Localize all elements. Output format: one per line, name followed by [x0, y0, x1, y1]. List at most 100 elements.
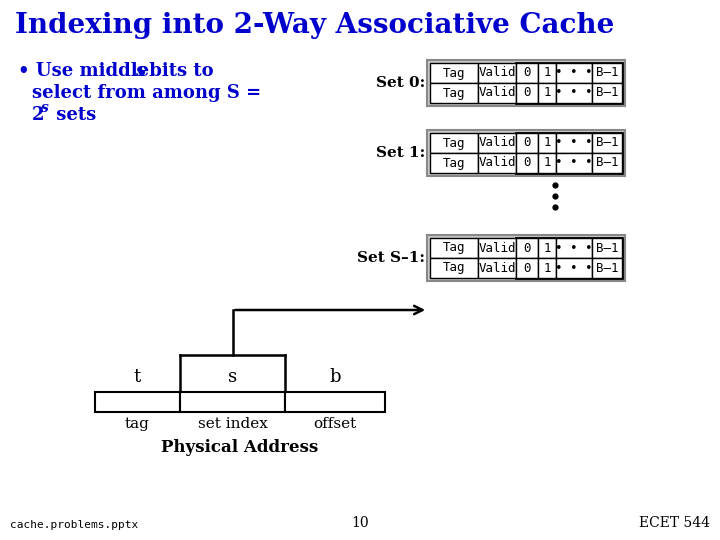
Text: B–1: B–1 — [595, 241, 618, 254]
Text: 0: 0 — [523, 157, 531, 170]
Bar — [427, 130, 625, 176]
Text: 0: 0 — [523, 66, 531, 79]
Text: Tag: Tag — [443, 66, 465, 79]
Text: t: t — [134, 368, 141, 386]
Bar — [556, 133, 592, 153]
Bar — [516, 133, 622, 173]
Text: Valid: Valid — [478, 66, 516, 79]
Bar — [538, 133, 556, 153]
Text: B–1: B–1 — [595, 66, 618, 79]
Bar — [478, 83, 516, 103]
Bar — [592, 133, 622, 153]
Text: 0: 0 — [523, 137, 531, 150]
Bar — [516, 258, 538, 278]
Bar — [516, 238, 622, 278]
Text: Valid: Valid — [478, 261, 516, 274]
Text: • • •: • • • — [555, 157, 593, 170]
Bar — [478, 63, 516, 83]
Text: tag: tag — [125, 417, 150, 431]
Text: • • •: • • • — [555, 137, 593, 150]
Text: Indexing into 2-Way Associative Cache: Indexing into 2-Way Associative Cache — [15, 12, 614, 39]
Text: 2: 2 — [32, 106, 45, 124]
Bar — [478, 133, 516, 153]
Text: 10: 10 — [351, 516, 369, 530]
Text: Tag: Tag — [443, 137, 465, 150]
Bar — [592, 238, 622, 258]
Bar — [516, 63, 622, 103]
Text: ECET 544: ECET 544 — [639, 516, 710, 530]
Bar — [592, 153, 622, 173]
Bar — [516, 133, 538, 153]
Text: select from among S =: select from among S = — [32, 84, 261, 102]
Text: s: s — [228, 368, 237, 386]
Bar — [180, 392, 285, 412]
Bar — [538, 63, 556, 83]
Text: Tag: Tag — [443, 261, 465, 274]
Bar — [430, 133, 478, 153]
Text: Set 0:: Set 0: — [376, 76, 425, 90]
Text: bits to: bits to — [143, 62, 214, 80]
Bar — [556, 258, 592, 278]
Text: 0: 0 — [523, 241, 531, 254]
Bar — [516, 83, 538, 103]
Text: Physical Address: Physical Address — [161, 439, 319, 456]
Text: set index: set index — [197, 417, 267, 431]
Text: B–1: B–1 — [595, 261, 618, 274]
Text: B–1: B–1 — [595, 137, 618, 150]
Bar — [538, 83, 556, 103]
Text: Tag: Tag — [443, 241, 465, 254]
Bar — [538, 153, 556, 173]
Bar — [556, 153, 592, 173]
Text: • Use middle: • Use middle — [18, 62, 156, 80]
Text: offset: offset — [313, 417, 356, 431]
Text: Valid: Valid — [478, 157, 516, 170]
Bar — [478, 238, 516, 258]
Bar — [430, 238, 478, 258]
Bar — [556, 238, 592, 258]
Text: B–1: B–1 — [595, 86, 618, 99]
Text: 1: 1 — [544, 137, 551, 150]
Bar — [556, 63, 592, 83]
Bar — [430, 258, 478, 278]
Text: Tag: Tag — [443, 86, 465, 99]
Bar — [556, 83, 592, 103]
Bar — [516, 153, 538, 173]
Bar — [430, 63, 478, 83]
Bar — [538, 258, 556, 278]
Bar — [430, 153, 478, 173]
Text: s: s — [41, 101, 49, 115]
Bar — [478, 258, 516, 278]
Text: 0: 0 — [523, 261, 531, 274]
Text: Valid: Valid — [478, 241, 516, 254]
Text: b: b — [329, 368, 341, 386]
Text: Valid: Valid — [478, 137, 516, 150]
Text: Tag: Tag — [443, 157, 465, 170]
Bar — [592, 258, 622, 278]
Text: B–1: B–1 — [595, 157, 618, 170]
Bar — [478, 153, 516, 173]
Text: • • •: • • • — [555, 86, 593, 99]
Text: Set S–1:: Set S–1: — [357, 251, 425, 265]
Text: cache.problems.pptx: cache.problems.pptx — [10, 520, 138, 530]
Bar — [430, 83, 478, 103]
Text: s: s — [135, 62, 145, 80]
Text: • • •: • • • — [555, 241, 593, 254]
Text: sets: sets — [50, 106, 96, 124]
Text: 1: 1 — [544, 261, 551, 274]
Text: • • •: • • • — [555, 261, 593, 274]
Bar — [516, 238, 538, 258]
Bar — [95, 392, 180, 412]
Bar — [538, 238, 556, 258]
Bar — [592, 63, 622, 83]
Text: Set 1:: Set 1: — [376, 146, 425, 160]
Text: 1: 1 — [544, 66, 551, 79]
Text: 1: 1 — [544, 241, 551, 254]
Bar — [427, 60, 625, 106]
Text: 0: 0 — [523, 86, 531, 99]
Bar — [516, 63, 538, 83]
Bar — [427, 235, 625, 281]
Text: Valid: Valid — [478, 86, 516, 99]
Text: 1: 1 — [544, 86, 551, 99]
Bar — [285, 392, 385, 412]
Text: • • •: • • • — [555, 66, 593, 79]
